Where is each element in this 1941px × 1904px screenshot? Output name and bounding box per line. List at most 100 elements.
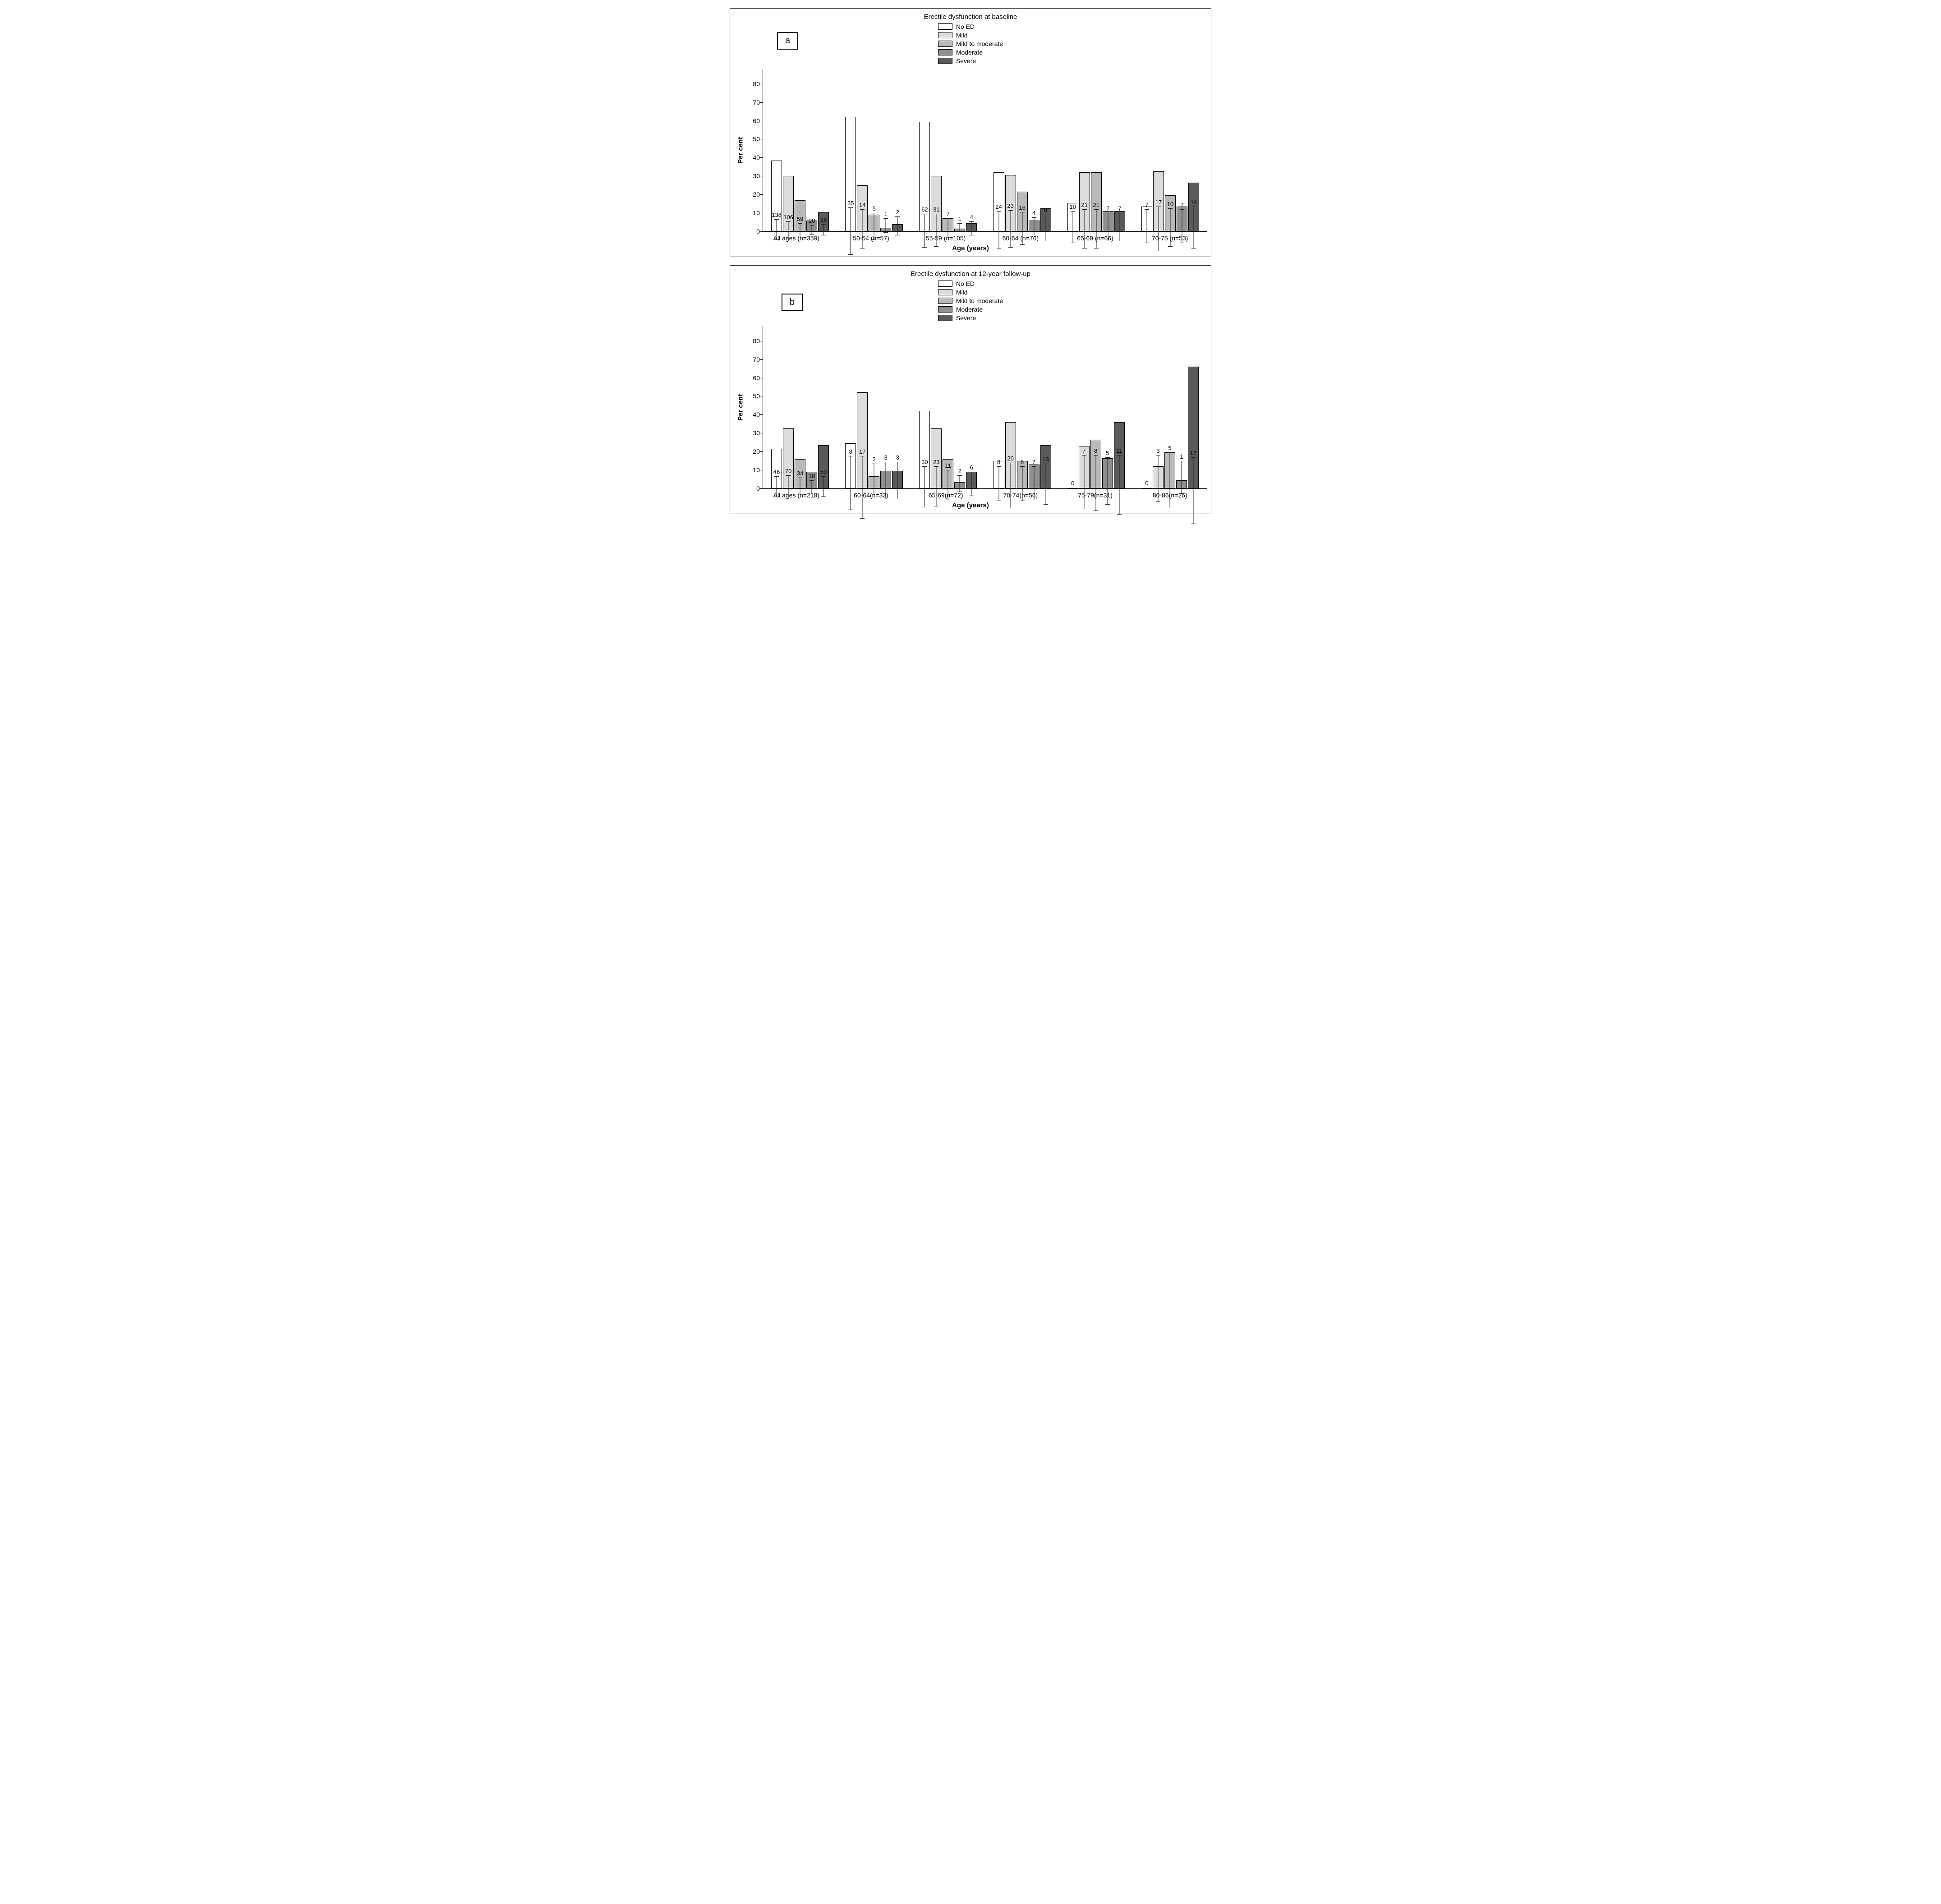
bar-value-label: 8 [997, 459, 1000, 465]
legend-label: Moderate [956, 305, 983, 314]
error-bar [897, 217, 898, 235]
bar-group: 6231714 [911, 69, 985, 231]
bar-value-label: 138 [772, 212, 782, 218]
bar-value-label: 36 [820, 216, 827, 223]
bar: 21 [1091, 172, 1102, 231]
bar-value-label: 0 [1145, 480, 1148, 487]
legend-swatch [938, 58, 952, 64]
bar-value-label: 1 [1180, 453, 1183, 460]
error-cap [1082, 209, 1087, 210]
bar-value-label: 8 [1094, 447, 1097, 454]
bar-value-label: 46 [773, 469, 780, 475]
legend-item: Severe [938, 57, 1003, 65]
bar-value-label: 23 [933, 459, 939, 465]
legend: No EDMildMild to moderateModerateSevere [938, 23, 1003, 65]
bar: 46 [771, 449, 782, 488]
error-cap [1156, 501, 1160, 502]
bar-value-label: 11 [945, 462, 952, 469]
bar-value-label: 14 [859, 202, 865, 208]
chart-panel-b: bErectile dysfunction at 12-year follow-… [730, 265, 1211, 514]
bar-value-label: 3 [884, 454, 888, 461]
error-cap [895, 216, 900, 217]
y-tick: 10 [753, 466, 760, 474]
y-tick: 60 [753, 374, 760, 382]
bar: 18 [806, 472, 817, 488]
legend-item: No ED [938, 280, 1003, 288]
bar-value-label: 13 [1042, 456, 1049, 463]
error-cap [786, 221, 791, 222]
error-bar [1169, 453, 1170, 507]
bar: 23 [1005, 175, 1016, 231]
y-tick: 40 [753, 411, 760, 418]
y-tick: 30 [753, 429, 760, 437]
legend-label: Mild to moderate [956, 40, 1003, 48]
bar-value-label: 70 [785, 468, 791, 474]
error-cap [1168, 208, 1173, 209]
legend-label: Mild [956, 288, 968, 297]
y-axis: 01020304050607080 [747, 326, 763, 488]
bar-value-label: 3 [1156, 447, 1159, 454]
error-cap [1179, 493, 1184, 494]
error-bar [823, 225, 824, 236]
error-bar [788, 222, 789, 239]
error-cap [1020, 466, 1025, 467]
error-cap [1020, 244, 1025, 245]
plot-area: 1381065920363514512623171424231649102121… [763, 69, 1207, 232]
bar: 8 [845, 443, 856, 488]
error-bar [1010, 463, 1011, 508]
bar: 3 [880, 471, 891, 488]
bar-value-label: 17 [1190, 450, 1196, 456]
error-cap [934, 246, 938, 247]
bar: 3 [892, 471, 903, 488]
y-tick: 50 [753, 135, 760, 143]
bar-value-label: 3 [896, 454, 899, 461]
bar-value-label: 35 [847, 200, 854, 207]
legend-label: Severe [956, 57, 976, 65]
bar-group: 4670341850 [763, 326, 837, 488]
bar: 5 [869, 215, 879, 231]
error-cap [934, 466, 938, 467]
legend-item: Severe [938, 314, 1003, 322]
error-cap [1044, 504, 1048, 505]
bar: 11 [943, 459, 953, 488]
bar: 30 [919, 411, 930, 488]
bar: 2 [892, 224, 903, 231]
bar: 70 [783, 428, 794, 488]
error-cap [848, 207, 853, 208]
error-cap [946, 218, 950, 219]
bar-value-label: 17 [1155, 199, 1162, 206]
y-axis-label: Per cent [734, 326, 747, 489]
bar: 50 [818, 445, 829, 488]
bar: 36 [818, 212, 829, 231]
chart-title: Erectile dysfunction at 12-year follow-u… [734, 270, 1207, 278]
x-tick: All ages (n=218) [759, 489, 834, 499]
bar-value-label: 24 [995, 203, 1002, 210]
error-cap [810, 234, 814, 235]
legend-item: Mild [938, 31, 1003, 40]
error-bar [1119, 213, 1120, 241]
bar-group: 3514512 [837, 69, 911, 231]
error-cap [1094, 209, 1099, 210]
error-cap [860, 209, 865, 210]
error-bar [936, 467, 937, 506]
error-bar [936, 214, 937, 247]
error-cap [883, 218, 888, 219]
error-bar [971, 222, 972, 236]
bar: 7 [1141, 207, 1152, 231]
y-axis: 01020304050607080 [747, 69, 763, 231]
error-cap [848, 254, 853, 255]
legend-swatch [938, 298, 952, 304]
bar-group: 30231126 [911, 326, 985, 488]
legend-swatch [938, 32, 952, 38]
bar-value-label: 30 [921, 459, 928, 465]
x-axis: All ages (n=359)50-54 (n=57)55-59 (n=105… [759, 232, 1207, 242]
bar: 4 [966, 223, 977, 231]
bar-value-label: 7 [1118, 205, 1121, 212]
x-axis-label: Age (years) [734, 244, 1207, 252]
legend-swatch [938, 315, 952, 321]
error-bar [1045, 464, 1046, 505]
bar: 9 [1040, 208, 1051, 231]
legend-item: Mild [938, 288, 1003, 297]
error-bar [1095, 455, 1096, 511]
bar-value-label: 8 [849, 448, 852, 455]
